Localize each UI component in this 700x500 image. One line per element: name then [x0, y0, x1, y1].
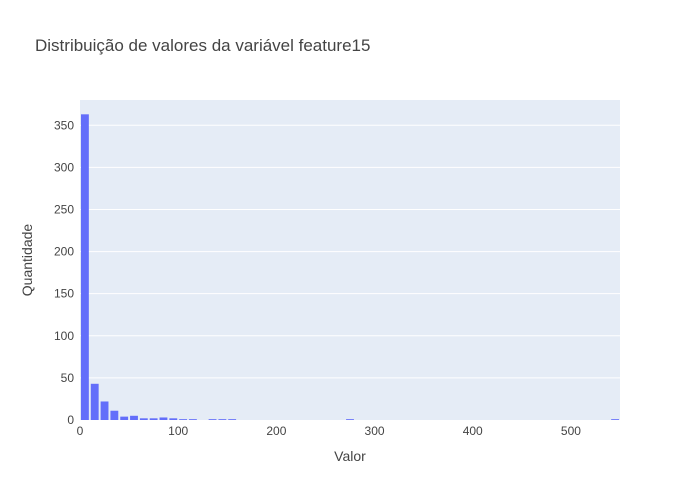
bars	[80, 114, 620, 420]
plot-area	[80, 100, 620, 420]
y-tick-label: 100	[54, 329, 74, 343]
x-tick-label: 100	[168, 424, 188, 438]
x-tick-label: 200	[266, 424, 286, 438]
x-axis-label: Valor	[334, 448, 366, 464]
x-tick-label: 0	[77, 424, 84, 438]
histogram-bar	[120, 416, 129, 420]
y-tick-label: 350	[54, 118, 74, 132]
x-tick-label: 400	[463, 424, 483, 438]
histogram-bar	[130, 415, 138, 420]
y-tick-label: 50	[61, 371, 75, 385]
histogram-bar	[169, 418, 178, 420]
histogram-bar	[139, 418, 148, 420]
y-tick-label: 150	[54, 287, 74, 301]
x-tick-label: 500	[561, 424, 581, 438]
x-tick-label: 300	[365, 424, 385, 438]
y-tick-label: 200	[54, 245, 74, 259]
histogram-bar	[110, 410, 119, 420]
histogram-bar	[346, 419, 354, 420]
y-tick-label: 250	[54, 202, 74, 216]
histogram-bar	[188, 419, 197, 420]
histogram-bar	[228, 419, 237, 420]
histogram-bar	[90, 383, 99, 420]
histogram-bar	[218, 419, 227, 420]
histogram-bar	[208, 419, 217, 420]
y-axis-label: Quantidade	[19, 224, 35, 297]
histogram-bar	[159, 417, 168, 420]
y-tick-label: 300	[54, 160, 74, 174]
histogram-bar	[611, 419, 620, 420]
histogram-bar	[149, 418, 158, 420]
y-tick-label: 0	[67, 413, 74, 427]
y-axis-ticks: 0 50 100 150 200 250 300 350	[54, 118, 74, 427]
histogram-bar	[179, 419, 188, 420]
chart-title: Distribuição de valores da variável feat…	[35, 36, 370, 55]
histogram-bar	[100, 401, 109, 420]
histogram-bar	[80, 114, 89, 420]
x-axis-ticks: 0 100 200 300 400 500	[77, 424, 582, 438]
gridlines	[80, 124, 620, 379]
